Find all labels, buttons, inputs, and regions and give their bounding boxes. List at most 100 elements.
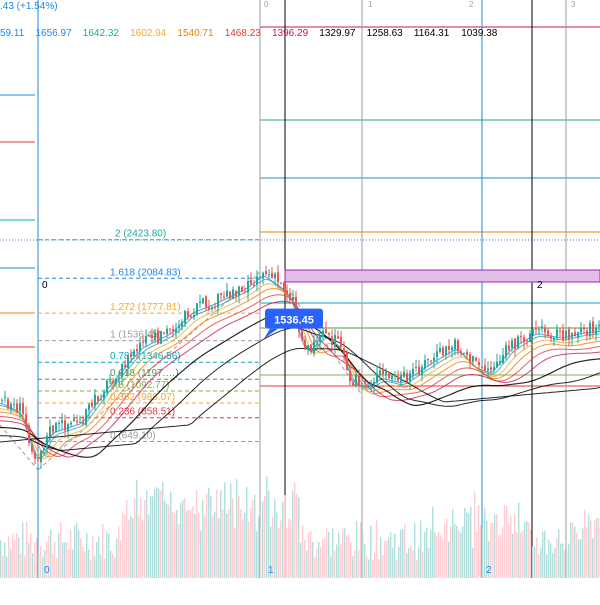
candle-body bbox=[421, 366, 423, 375]
volume-bar bbox=[324, 538, 326, 578]
volume-bar bbox=[424, 531, 426, 578]
volume-bar bbox=[280, 520, 282, 578]
candle-body bbox=[535, 327, 537, 330]
volume-bar bbox=[540, 548, 542, 578]
candle-body bbox=[463, 352, 465, 354]
candle-body bbox=[58, 423, 60, 425]
volume-bar bbox=[360, 522, 362, 578]
candle-body bbox=[376, 373, 378, 383]
volume-bar bbox=[510, 515, 512, 578]
volume-bar bbox=[570, 522, 572, 578]
candle-body bbox=[118, 377, 120, 379]
candle-body bbox=[97, 396, 99, 402]
volume-bar bbox=[580, 539, 582, 578]
time-zone-label-2: 2 bbox=[486, 565, 492, 576]
candle-body bbox=[268, 274, 270, 276]
volume-bar bbox=[550, 543, 552, 578]
volume-bar bbox=[98, 536, 100, 578]
candle-body bbox=[400, 375, 402, 382]
volume-bar bbox=[66, 541, 68, 578]
volume-histogram bbox=[0, 476, 600, 578]
volume-bar bbox=[0, 540, 2, 578]
candle-body bbox=[7, 399, 9, 409]
candle-body bbox=[187, 311, 189, 317]
volume-bar bbox=[6, 556, 8, 578]
candle-body bbox=[91, 402, 93, 407]
candle-body bbox=[163, 332, 165, 334]
candle-body bbox=[181, 321, 183, 327]
volume-bar bbox=[332, 528, 334, 578]
candle-body bbox=[232, 289, 234, 299]
volume-bar bbox=[190, 509, 192, 578]
volume-bar bbox=[170, 491, 172, 578]
volume-bar bbox=[216, 489, 218, 578]
fib-level-0.382-label: 0.382 (988.07) bbox=[110, 392, 175, 403]
volume-bar bbox=[592, 538, 594, 578]
candle-body bbox=[475, 357, 477, 361]
volume-bar bbox=[274, 499, 276, 578]
candle-body bbox=[64, 420, 66, 431]
ma-value-2: 1642.32 bbox=[83, 28, 120, 39]
candle-body bbox=[454, 339, 456, 349]
time-zone-label-1: 1 bbox=[268, 565, 274, 576]
candle-body bbox=[571, 333, 573, 338]
volume-bar bbox=[236, 479, 238, 578]
volume-bar bbox=[78, 530, 80, 578]
volume-bar bbox=[58, 532, 60, 578]
candle-body bbox=[136, 349, 138, 352]
candle-body bbox=[526, 340, 528, 342]
candle-body bbox=[16, 403, 18, 413]
volume-bar bbox=[112, 553, 114, 578]
volume-bar bbox=[10, 548, 12, 578]
volume-bar bbox=[130, 516, 132, 578]
volume-bar bbox=[462, 526, 464, 578]
candle-body bbox=[592, 321, 594, 334]
volume-bar bbox=[398, 546, 400, 578]
fib-level-0.5-label: 0.5 (1092.77) bbox=[110, 380, 170, 391]
time-zone-label-0: 0 bbox=[44, 565, 50, 576]
volume-bar bbox=[376, 520, 378, 578]
ma-value-7: 1329.97 bbox=[319, 28, 356, 39]
volume-bar bbox=[90, 559, 92, 578]
candle-body bbox=[484, 365, 486, 371]
candle-body bbox=[73, 419, 75, 421]
volume-bar bbox=[504, 505, 506, 578]
candle-body bbox=[229, 291, 231, 299]
ma-value-5: 1468.23 bbox=[225, 28, 262, 39]
candle-body bbox=[367, 385, 369, 387]
volume-bar bbox=[414, 523, 416, 578]
volume-bar bbox=[422, 551, 424, 578]
volume-bar bbox=[132, 518, 134, 578]
fib-level-0.618-label: 0.618 (1197.…) bbox=[110, 368, 179, 379]
volume-bar bbox=[428, 548, 430, 578]
volume-bar bbox=[48, 535, 50, 578]
volume-bar bbox=[262, 500, 264, 578]
candle-body bbox=[43, 448, 45, 450]
candle-body bbox=[394, 374, 396, 376]
candle-body bbox=[520, 336, 522, 338]
candle-body bbox=[160, 330, 162, 344]
candle-body bbox=[340, 337, 342, 347]
volume-bar bbox=[250, 507, 252, 578]
volume-bar bbox=[92, 536, 94, 578]
volume-bar bbox=[294, 482, 296, 578]
candle-body bbox=[598, 324, 600, 327]
candle-body bbox=[565, 330, 567, 339]
volume-bar bbox=[140, 497, 142, 578]
volume-bar bbox=[200, 530, 202, 578]
ma-value-4: 1540.71 bbox=[177, 28, 214, 39]
volume-bar bbox=[158, 488, 160, 578]
candle-body bbox=[433, 357, 435, 361]
candle-body bbox=[154, 332, 156, 341]
volume-bar bbox=[520, 532, 522, 578]
candle-body bbox=[370, 383, 372, 386]
candle-body bbox=[235, 291, 237, 297]
candle-body bbox=[112, 382, 114, 384]
volume-bar bbox=[52, 554, 54, 578]
volume-bar bbox=[366, 556, 368, 578]
volume-bar bbox=[482, 528, 484, 578]
volume-bar bbox=[418, 547, 420, 578]
volume-bar bbox=[312, 541, 314, 578]
